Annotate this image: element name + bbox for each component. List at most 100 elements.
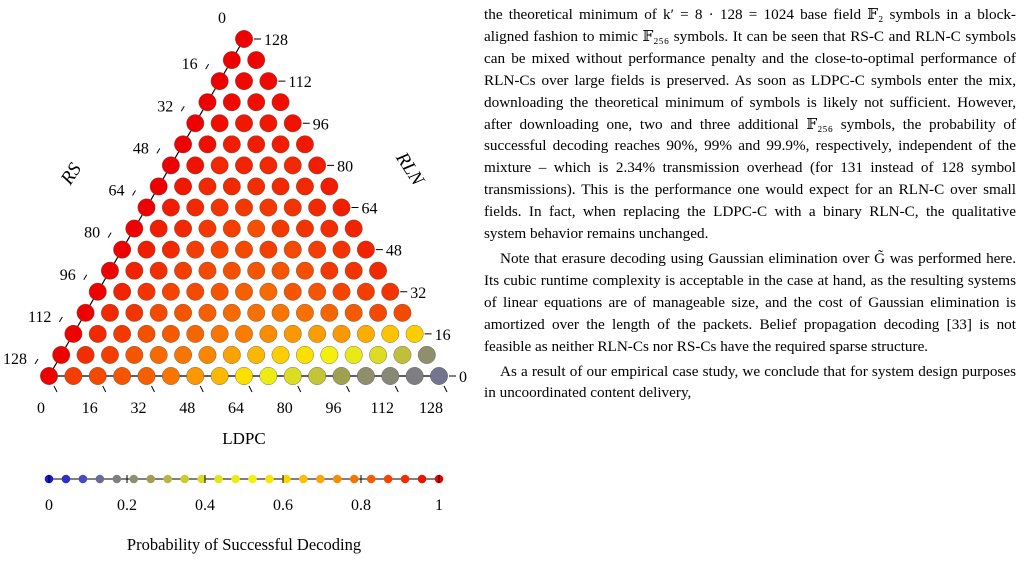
data-point	[283, 114, 302, 133]
colorbar-tick-label: 0.6	[273, 497, 293, 514]
data-point	[344, 261, 363, 280]
colorbar-swatch	[180, 474, 189, 484]
colorbar-swatch	[146, 474, 156, 484]
data-point	[64, 324, 83, 343]
colorbar-swatch	[265, 474, 274, 484]
data-point	[356, 367, 375, 385]
rs-tick-mark	[180, 105, 185, 112]
data-point	[125, 219, 144, 238]
data-point	[149, 177, 168, 196]
data-point	[198, 219, 217, 238]
data-point	[247, 51, 266, 69]
data-point	[210, 156, 229, 175]
data-point	[344, 219, 363, 238]
data-point	[210, 198, 229, 217]
data-point	[125, 261, 144, 280]
data-point	[174, 177, 192, 196]
data-point	[296, 303, 314, 322]
data-point	[198, 177, 217, 196]
rs-axis-label: RS	[56, 159, 86, 189]
ldpc-tick-mark	[199, 385, 204, 393]
data-point	[235, 282, 253, 301]
rs-tick-mark	[83, 274, 88, 281]
colorbar-label: Probability of Successful Decoding	[127, 535, 361, 554]
ldpc-tick-label: 80	[277, 400, 293, 417]
data-point	[271, 135, 290, 154]
colorbar-tick-label: 1	[435, 497, 443, 514]
data-point	[247, 219, 266, 238]
data-point	[235, 324, 253, 343]
data-point	[161, 198, 180, 217]
data-point	[222, 261, 241, 280]
data-point	[235, 367, 253, 385]
data-point	[259, 156, 278, 175]
data-point	[137, 198, 156, 217]
rs-tick-mark	[156, 148, 161, 154]
text-column: the theoretical minimum of k′ = 8 · 128 …	[484, 4, 1016, 404]
data-point	[356, 282, 375, 301]
data-point	[198, 135, 217, 154]
data-point	[271, 303, 290, 322]
data-point	[101, 261, 119, 280]
data-point	[198, 261, 217, 280]
data-point	[186, 114, 205, 133]
ternary-figure: 16 32 48 64 80 96 112 128 128 112 96 80 64 48 32 16 0 0 16…	[0, 0, 470, 579]
data-point	[405, 324, 424, 343]
colorbar-tick-label: 0.2	[117, 497, 137, 514]
data-point	[125, 303, 144, 322]
rln-tick-label: 64	[362, 201, 378, 218]
data-point	[247, 93, 266, 112]
data-point	[198, 93, 217, 112]
ldpc-tick-label: 48	[179, 400, 195, 417]
colorbar-swatch	[400, 474, 410, 484]
colorbar-swatch	[61, 474, 71, 484]
colorbar-swatch	[316, 474, 325, 484]
rln-tick-label: 16	[435, 327, 451, 344]
data-point	[222, 303, 241, 322]
data-point	[137, 324, 156, 343]
data-point	[296, 135, 314, 154]
data-point	[332, 198, 351, 217]
data-point	[320, 303, 339, 322]
colorbar-tick-label: 0.8	[351, 497, 371, 514]
ldpc-tick-mark	[394, 385, 399, 393]
data-point	[332, 367, 351, 385]
data-point	[113, 282, 132, 301]
data-point	[393, 303, 412, 322]
rs-tick-label: 96	[60, 267, 76, 284]
data-point	[283, 198, 302, 217]
data-point	[308, 367, 327, 385]
data-point	[76, 303, 95, 322]
colorbar-swatch	[299, 474, 308, 484]
data-point	[259, 72, 278, 91]
data-point	[64, 367, 83, 385]
data-point	[174, 346, 192, 364]
data-point	[247, 303, 266, 322]
colorbar-swatch	[129, 474, 139, 484]
data-point	[113, 324, 132, 343]
data-point	[174, 135, 192, 154]
data-point	[271, 93, 290, 112]
data-point	[308, 240, 327, 259]
colorbar-swatch	[197, 474, 206, 484]
data-point	[296, 261, 314, 280]
data-point	[320, 177, 339, 196]
rs-tick-label: 112	[28, 309, 51, 326]
data-point	[332, 324, 351, 343]
data-point	[149, 219, 168, 238]
data-point	[430, 367, 448, 385]
data-point	[113, 367, 132, 385]
rs-tick-label: 128	[3, 351, 27, 368]
rs-tick-label: 48	[133, 140, 149, 157]
colorbar-swatch	[78, 474, 88, 484]
data-point	[296, 346, 314, 364]
data-point	[161, 240, 180, 259]
data-point	[308, 156, 327, 175]
data-point	[417, 346, 436, 364]
data-point	[137, 282, 156, 301]
data-point	[296, 219, 314, 238]
data-point	[88, 367, 107, 385]
data-point	[88, 324, 107, 343]
data-point	[235, 198, 253, 217]
rln-tick-label: 48	[386, 243, 402, 260]
